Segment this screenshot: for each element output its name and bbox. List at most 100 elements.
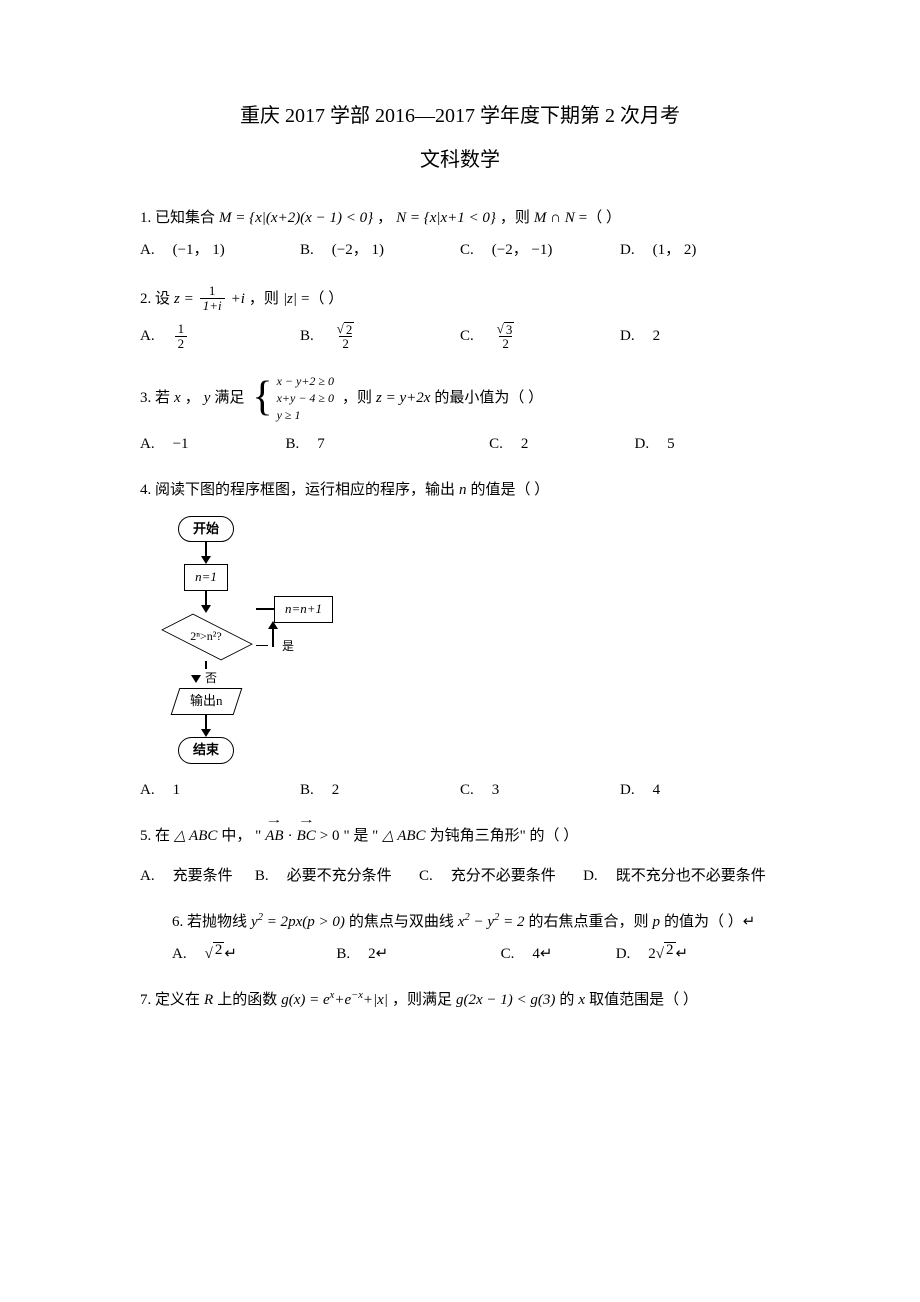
q2-d: 2 xyxy=(653,324,661,348)
q4-b-label: B. xyxy=(300,778,314,802)
q3-mid: ，则 xyxy=(342,386,372,410)
q6-d-coef: 2 xyxy=(648,946,656,962)
q3-c-label: C. xyxy=(489,432,503,456)
q3-d-label: D. xyxy=(635,432,650,456)
q4-d: 4 xyxy=(653,778,661,802)
q3-b: 7 xyxy=(317,432,325,456)
q6-c: 4↵ xyxy=(532,942,552,966)
question-2: 2. 设 z = 1 1+i +i ，则 |z| =（ ） A. 12 B. √… xyxy=(140,284,780,351)
q6-mid1: 的焦点与双曲线 xyxy=(349,910,454,934)
q2-b: √22 xyxy=(334,322,358,352)
fc-cond: 2ⁿ>n²? xyxy=(161,613,251,661)
q1-set-n: N = {x|x+1 < 0} xyxy=(396,206,496,230)
q1-prefix: 1. 已知集合 xyxy=(140,206,215,230)
fc-output-text: 输出n xyxy=(190,691,223,712)
q7-prefix: 7. 定义在 xyxy=(140,988,200,1012)
q6-d-sqrt: 2 xyxy=(664,942,676,958)
q2-absz: |z| xyxy=(283,287,297,311)
q2-a: 12 xyxy=(175,322,188,352)
q7-ineq: g(2x − 1) < g(3) xyxy=(456,988,555,1012)
q2-b-den: 2 xyxy=(339,336,352,351)
q7-mid2: ，则满足 xyxy=(392,988,452,1012)
q7-mid1: 上的函数 xyxy=(217,988,277,1012)
q5-gt0: > 0 xyxy=(320,824,340,848)
q5-tri2: △ ABC xyxy=(382,824,425,848)
q5-c-label: C. xyxy=(419,864,433,888)
q4-suffix: 的值是（ ） xyxy=(471,478,550,502)
q6-prefix: 6. 若抛物线 xyxy=(172,910,247,934)
q2-prefix: 2. 设 xyxy=(140,287,170,311)
q6-suffix: 的值为（ ）↵ xyxy=(664,910,755,934)
q1-mid: ，则 xyxy=(500,206,530,230)
page-subtitle: 文科数学 xyxy=(140,144,780,176)
q4-b: 2 xyxy=(332,778,340,802)
q7-suffix: 取值范围是（ ） xyxy=(589,988,698,1012)
q7-gdef: g(x) = ex+e−x+|x| xyxy=(281,988,388,1012)
q5-vec-ab: AB xyxy=(265,824,283,848)
q5-b: 必要不充分条件 xyxy=(287,864,392,888)
q1-d: (1， 2) xyxy=(653,238,697,262)
q4-c-label: C. xyxy=(460,778,474,802)
q6-parab: y2 = 2px(p > 0) xyxy=(251,910,345,934)
q5-mid1: 中， " xyxy=(221,824,261,848)
q1-c-label: C. xyxy=(460,238,474,262)
q3-a: −1 xyxy=(173,432,189,456)
q6-b-label: B. xyxy=(336,942,350,966)
q1-suffix: =（ ） xyxy=(579,206,621,230)
q5-d: 既不充分也不必要条件 xyxy=(616,864,766,888)
q2-frac-num: 1 xyxy=(206,284,219,298)
q1-b-label: B. xyxy=(300,238,314,262)
q2-b-label: B. xyxy=(300,324,314,348)
q5-prefix: 5. 在 xyxy=(140,824,170,848)
q3-x: x xyxy=(174,386,181,410)
q5-mid2: " 是 " xyxy=(343,824,378,848)
q2-a-label: A. xyxy=(140,324,155,348)
question-6: 6. 若抛物线 y2 = 2px(p > 0) 的焦点与双曲线 x2 − y2 … xyxy=(140,910,780,966)
q2-c: √32 xyxy=(494,322,518,352)
q3-cases: { x − y+2 ≥ 0 x+y − 4 ≥ 0 y ≥ 1 xyxy=(252,373,334,423)
q4-stem: 4. 阅读下图的程序框图，运行相应的程序，输出 xyxy=(140,478,455,502)
q3-suffix: 的最小值为（ ） xyxy=(434,386,543,410)
q6-p: p xyxy=(652,910,660,934)
q3-c2: x+y − 4 ≥ 0 xyxy=(277,390,334,407)
q7-mid3: 的 xyxy=(559,988,574,1012)
fc-start: 开始 xyxy=(178,516,234,543)
q1-d-label: D. xyxy=(620,238,635,262)
q5-a-label: A. xyxy=(140,864,155,888)
q6-a-label: A. xyxy=(172,942,187,966)
q3-comma: ， xyxy=(185,386,200,410)
q1-set-m: M = {x|(x+2)(x − 1) < 0} xyxy=(219,206,373,230)
q5-c: 充分不必要条件 xyxy=(451,864,556,888)
fc-no: 否 xyxy=(205,669,217,688)
q3-b-label: B. xyxy=(285,432,299,456)
q2-plusi: +i xyxy=(231,287,245,311)
q3-c3: y ≥ 1 xyxy=(277,407,334,424)
q3-prefix: 3. 若 xyxy=(140,386,170,410)
flowchart: 开始 n=1 2ⁿ>n²? n=n+1 xyxy=(156,516,780,764)
fc-update-text: n=n+1 xyxy=(285,601,322,616)
q4-n: n xyxy=(459,478,467,502)
q2-zeq: z = xyxy=(174,287,194,311)
q5-tri: △ ABC xyxy=(174,824,217,848)
fc-init-text: n=1 xyxy=(195,569,217,584)
q3-a-label: A. xyxy=(140,432,155,456)
page-title: 重庆 2017 学部 2016—2017 学年度下期第 2 次月考 xyxy=(140,100,780,132)
q1-b: (−2， 1) xyxy=(332,238,384,262)
q1-expr: M ∩ N xyxy=(534,206,575,230)
q2-frac: 1 1+i xyxy=(200,284,225,314)
q3-satisfy: 满足 xyxy=(214,386,244,410)
q5-d-label: D. xyxy=(583,864,598,888)
question-7: 7. 定义在 R 上的函数 g(x) = ex+e−x+|x| ，则满足 g(2… xyxy=(140,988,780,1012)
q1-comma1: ， xyxy=(377,206,392,230)
question-3: 3. 若 x ， y 满足 { x − y+2 ≥ 0 x+y − 4 ≥ 0 … xyxy=(140,373,780,455)
q3-d: 5 xyxy=(667,432,675,456)
q5-vec-bc: BC xyxy=(297,824,316,848)
fc-update: n=n+1 xyxy=(274,596,333,623)
q7-x: x xyxy=(578,988,585,1012)
q3-c: 2 xyxy=(521,432,529,456)
q4-c: 3 xyxy=(492,778,500,802)
q2-a-den: 2 xyxy=(175,336,188,351)
q4-a-label: A. xyxy=(140,778,155,802)
q6-a: √2↵ xyxy=(205,942,237,966)
question-4: 4. 阅读下图的程序框图，运行相应的程序，输出 n 的值是（ ） 开始 n=1 … xyxy=(140,478,780,802)
